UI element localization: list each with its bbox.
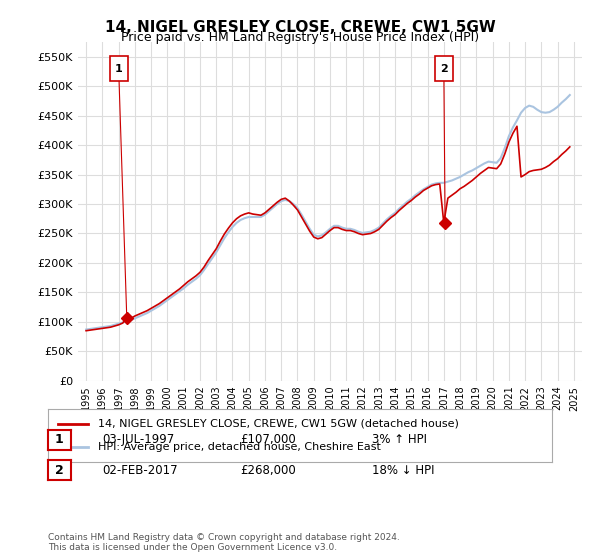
Text: 2: 2 bbox=[440, 63, 448, 220]
Text: Price paid vs. HM Land Registry's House Price Index (HPI): Price paid vs. HM Land Registry's House … bbox=[121, 31, 479, 44]
Text: 18% ↓ HPI: 18% ↓ HPI bbox=[372, 464, 434, 477]
Text: HPI: Average price, detached house, Cheshire East: HPI: Average price, detached house, Ches… bbox=[98, 442, 381, 452]
Text: £107,000: £107,000 bbox=[240, 433, 296, 446]
Text: 02-FEB-2017: 02-FEB-2017 bbox=[102, 464, 178, 477]
Text: 14, NIGEL GRESLEY CLOSE, CREWE, CW1 5GW (detached house): 14, NIGEL GRESLEY CLOSE, CREWE, CW1 5GW … bbox=[98, 419, 459, 429]
Text: 03-JUL-1997: 03-JUL-1997 bbox=[102, 433, 174, 446]
Text: 2: 2 bbox=[55, 464, 64, 477]
FancyBboxPatch shape bbox=[110, 55, 128, 81]
Text: This data is licensed under the Open Government Licence v3.0.: This data is licensed under the Open Gov… bbox=[48, 543, 337, 552]
Text: 3% ↑ HPI: 3% ↑ HPI bbox=[372, 433, 427, 446]
FancyBboxPatch shape bbox=[435, 55, 453, 81]
Text: 1: 1 bbox=[115, 63, 127, 315]
Text: 1: 1 bbox=[55, 433, 64, 446]
Text: 14, NIGEL GRESLEY CLOSE, CREWE, CW1 5GW: 14, NIGEL GRESLEY CLOSE, CREWE, CW1 5GW bbox=[104, 20, 496, 35]
Text: Contains HM Land Registry data © Crown copyright and database right 2024.: Contains HM Land Registry data © Crown c… bbox=[48, 533, 400, 542]
Text: 2: 2 bbox=[440, 63, 448, 73]
Text: 1: 1 bbox=[115, 63, 122, 73]
Text: £268,000: £268,000 bbox=[240, 464, 296, 477]
